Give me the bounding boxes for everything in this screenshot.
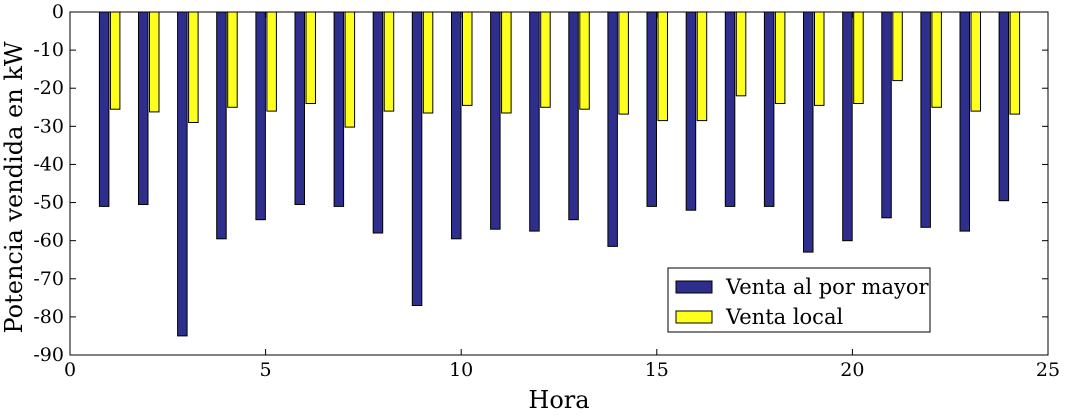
bar-venta-al-por-mayor-14	[607, 11, 618, 247]
bar-venta-local-16	[696, 11, 708, 122]
x-tick-label-25: 25	[1036, 359, 1060, 381]
legend-label-venta-local: Venta local	[725, 305, 843, 329]
bar-venta-local-19	[814, 11, 825, 106]
y-tick-label--30: -30	[33, 115, 64, 137]
bar-venta-al-por-mayor-10	[451, 11, 462, 240]
bar-venta-local-13	[579, 11, 590, 110]
bar-venta-al-por-mayor-4	[216, 11, 227, 240]
x-tick-label-5: 5	[260, 359, 272, 381]
bar-venta-local-21	[892, 11, 903, 82]
bar-venta-al-por-mayor-19	[803, 11, 814, 253]
bar-venta-local-24	[1009, 11, 1021, 115]
bar-venta-local-8	[383, 11, 395, 112]
legend-label-venta-al-por-mayor: Venta al por mayor	[725, 275, 929, 299]
ticks-layer: 0 5 10 15 20 25 0 -10 -20 -30 -40 -50 -60 -70 -80 -90	[33, 1, 1060, 381]
bar-venta-al-por-mayor-18	[763, 11, 775, 207]
bar-venta-local-2	[149, 11, 160, 113]
bar-venta-al-por-mayor-12	[529, 11, 540, 232]
y-tick-label--10: -10	[33, 39, 64, 61]
x-tick-label-10: 10	[449, 359, 473, 381]
bar-venta-al-por-mayor-1	[98, 11, 110, 207]
bar-venta-al-por-mayor-24	[998, 11, 1010, 202]
bar-venta-al-por-mayor-22	[920, 11, 931, 228]
bar-venta-local-15	[657, 11, 668, 122]
bar-venta-al-por-mayor-21	[881, 11, 892, 219]
y-tick-label--50: -50	[33, 192, 64, 214]
y-tick-label--80: -80	[33, 306, 64, 328]
plot-area-frame	[69, 11, 1049, 356]
bar-venta-local-22	[931, 11, 942, 108]
bar-venta-local-4	[227, 11, 238, 108]
y-tick-label--20: -20	[33, 77, 64, 99]
legend-swatch-venta-local	[675, 310, 713, 324]
bar-venta-local-9	[422, 11, 434, 114]
bar-venta-al-por-mayor-8	[372, 11, 384, 234]
x-tick-label-20: 20	[840, 359, 864, 381]
x-axis-label: Hora	[528, 386, 589, 414]
y-tick-label-0: 0	[52, 1, 64, 23]
bar-venta-al-por-mayor-2	[138, 11, 149, 205]
bar-venta-al-por-mayor-20	[842, 11, 853, 242]
bar-venta-local-6	[305, 11, 316, 104]
bar-venta-local-5	[266, 11, 277, 112]
bar-venta-local-10	[462, 11, 473, 106]
x-tick-label-0: 0	[64, 359, 76, 381]
bar-venta-local-20	[853, 11, 864, 104]
bar-venta-local-11	[501, 11, 512, 114]
bar-venta-local-18	[774, 11, 786, 104]
bar-venta-local-3	[188, 11, 199, 123]
y-tick-label--40: -40	[33, 153, 64, 175]
legend-swatch-venta-al-por-mayor	[675, 280, 713, 294]
bar-venta-local-7	[344, 11, 356, 128]
bar-venta-al-por-mayor-15	[646, 11, 657, 207]
bar-venta-local-12	[540, 11, 551, 108]
bar-venta-local-14	[618, 11, 629, 115]
x-tick-label-15: 15	[645, 359, 669, 381]
bar-venta-local-17	[735, 11, 747, 97]
y-tick-label--60: -60	[33, 230, 64, 252]
bar-venta-al-por-mayor-23	[959, 11, 970, 232]
bar-venta-al-por-mayor-3	[177, 11, 188, 337]
bar-venta-al-por-mayor-17	[724, 11, 736, 207]
bar-venta-al-por-mayor-7	[333, 11, 345, 207]
bar-venta-local-1	[109, 11, 121, 110]
bar-venta-local-23	[970, 11, 981, 112]
bar-venta-al-por-mayor-13	[568, 11, 579, 221]
legend: Venta al por mayor Venta local	[667, 267, 931, 333]
y-tick-label--70: -70	[33, 268, 64, 290]
bar-venta-al-por-mayor-6	[294, 11, 305, 205]
bar-venta-al-por-mayor-5	[255, 11, 266, 221]
bar-venta-al-por-mayor-9	[411, 11, 423, 306]
bar-venta-al-por-mayor-16	[685, 11, 697, 211]
bar-venta-al-por-mayor-11	[490, 11, 501, 230]
y-tick-label--90: -90	[33, 344, 64, 366]
y-axis-label: Potencia vendida en kW	[0, 41, 28, 333]
